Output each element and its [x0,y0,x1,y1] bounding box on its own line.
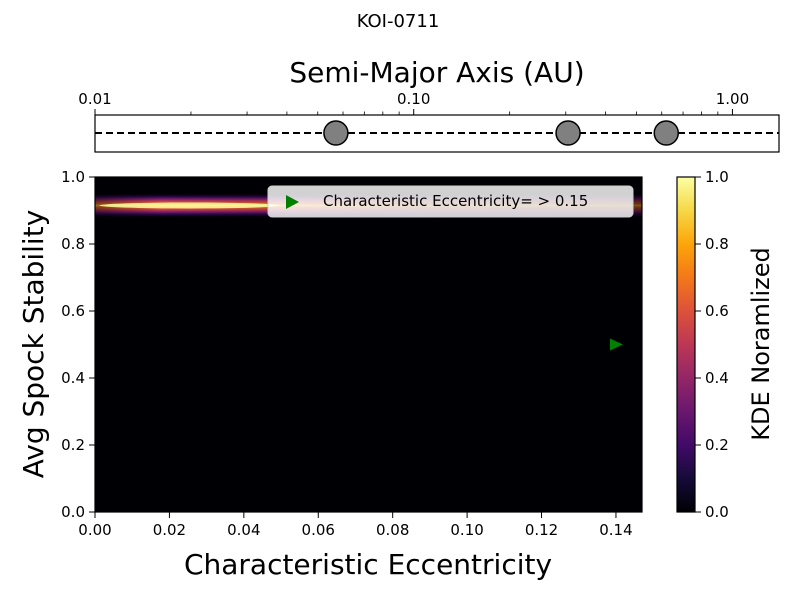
heat-x-ticks: 0.00 0.02 0.04 0.06 0.08 0.10 0.12 0.14 [78,512,633,539]
heat-x-tick-label: 0.06 [302,521,335,539]
heat-x-tick-label: 0.04 [227,521,260,539]
heat-y-axis-label: Avg Spock Stability [17,210,50,479]
colorbar-tick-label: 0.6 [705,302,729,320]
planet-marker [323,120,349,146]
colorbar-tick-label: 0.2 [705,436,729,454]
heat-markers [609,338,623,351]
orbit-tick-label: 0.10 [397,90,430,108]
heat-x-tick-label: 0.10 [450,521,483,539]
heat-y-tick-label: 0.6 [61,302,85,320]
orbit-tick-label: 0.01 [78,90,111,108]
legend-label: Characteristic Eccentricity= > 0.15 [323,192,588,210]
colorbar: 0.0 0.2 0.4 0.6 0.8 1.0 KDE Noramlized [676,168,775,521]
heatmap-background [95,177,642,512]
planet-marker [555,120,581,146]
heat-x-tick-label: 0.12 [525,521,558,539]
orbit-planets [323,120,680,146]
green-triangle-marker [609,338,623,351]
legend: Characteristic Eccentricity= > 0.15 [267,185,634,218]
orbit-axis-label: Semi-Major Axis (AU) [289,56,584,89]
heatmap-panel: Characteristic Eccentricity= > 0.15 0.00… [17,168,643,581]
colorbar-tick-label: 1.0 [705,168,729,186]
heat-y-tick-label: 0.8 [61,235,85,253]
heat-x-tick-label: 0.00 [78,521,111,539]
heatmap-frame [94,176,643,513]
heat-x-tick-label: 0.02 [153,521,186,539]
heat-x-tick-label: 0.14 [599,521,632,539]
colorbar-label: KDE Noramlized [747,247,775,441]
orbit-frame [94,114,780,153]
orbit-panel: Semi-Major Axis (AU) 0.01 0.10 1.00 [78,56,780,153]
colorbar-tick-label: 0.0 [705,503,729,521]
heat-x-tick-label: 0.08 [376,521,409,539]
colorbar-ticks: 0.0 0.2 0.4 0.6 0.8 1.0 [695,168,729,521]
colorbar-tick-label: 0.4 [705,369,729,387]
kde-core [99,202,280,209]
heat-x-axis-label: Characteristic Eccentricity [184,548,552,581]
legend-triangle-marker [286,195,299,209]
heat-y-ticks: 0.0 0.2 0.4 0.6 0.8 1.0 [61,168,95,521]
heat-y-tick-label: 0.4 [61,369,85,387]
heat-y-tick-label: 0.0 [61,503,85,521]
figure-title: KOI-0711 [357,11,440,32]
heat-y-tick-label: 1.0 [61,168,85,186]
legend-box [267,185,634,218]
planet-marker [653,120,680,146]
heat-y-tick-label: 0.2 [61,436,85,454]
orbit-ticks: 0.01 0.10 1.00 [78,90,749,115]
colorbar-gradient [676,176,696,513]
orbit-tick-label: 1.00 [716,90,749,108]
colorbar-tick-label: 0.8 [705,235,729,253]
